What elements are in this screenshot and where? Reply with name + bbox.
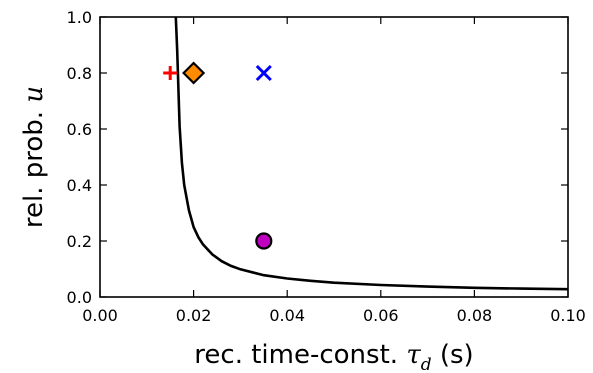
x-tick-label: 0.06	[363, 306, 399, 325]
plot-frame	[99, 16, 569, 298]
plot-marks	[163, 16, 569, 291]
x-tick-label: 0.10	[550, 306, 586, 325]
x-axis-label-text: rec. time-const.	[194, 340, 398, 370]
plus-marker	[163, 66, 178, 80]
x-axis-label-subscript: d	[421, 355, 432, 373]
x-axis-label: rec. time-const. τd (s)	[194, 340, 473, 373]
x-marker	[255, 64, 272, 82]
x-tick-label: 0.02	[176, 306, 212, 325]
x-axis-label-unit: (s)	[440, 340, 474, 370]
y-tick-label: 0.2	[67, 232, 92, 251]
series-curve	[174, 16, 569, 291]
x-tick-label: 0.00	[82, 306, 118, 325]
y-tick-label: 1.0	[67, 8, 92, 27]
y-axis-label: rel. prob. u	[19, 86, 49, 228]
x-tick-label: 0.04	[269, 306, 305, 325]
y-axis-label-symbol: u	[19, 86, 49, 103]
y-tick-label: 0.8	[67, 64, 92, 83]
axis-ticks: 0.00 0.02 0.04 0.06 0.08 0.10 0.0 0.2 0.4 0.6 0.8 1…	[67, 8, 586, 325]
y-axis-label-text: rel. prob.	[19, 111, 49, 228]
x-tick-label: 0.08	[457, 306, 493, 325]
y-tick-label: 0.4	[67, 176, 92, 195]
diamond-marker	[182, 61, 206, 85]
y-tick-label: 0.0	[67, 288, 92, 307]
y-tick-label: 0.6	[67, 120, 92, 139]
circle-marker	[255, 232, 273, 250]
x-axis-label-symbol: τ	[406, 340, 421, 370]
